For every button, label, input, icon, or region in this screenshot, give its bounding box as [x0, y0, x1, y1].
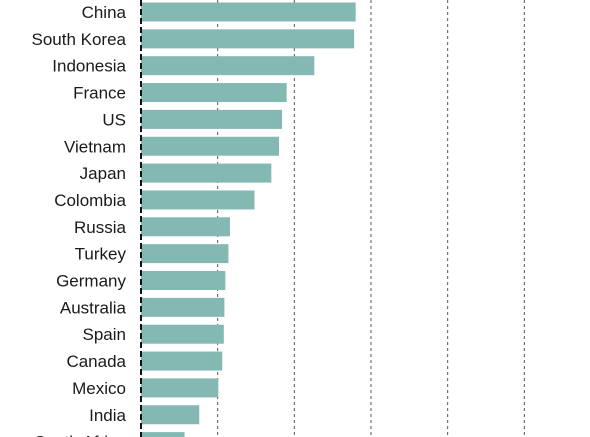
category-label: Vietnam [64, 137, 126, 156]
bar-russia [141, 217, 230, 237]
bar-south-korea [141, 29, 355, 49]
bar-france [141, 83, 287, 103]
category-label: Canada [66, 352, 126, 371]
bars [141, 2, 356, 437]
category-label: Mexico [72, 379, 126, 398]
category-label: India [89, 406, 126, 425]
category-label: Indonesia [52, 57, 126, 76]
bar-canada [141, 351, 223, 371]
bar-australia [141, 297, 225, 317]
bar-mexico [141, 378, 219, 398]
category-label: South Africa [34, 433, 126, 437]
bar-vietnam [141, 136, 279, 156]
category-labels: China South Korea Indonesia France US Vietnam… [31, 3, 126, 437]
category-label: France [73, 84, 126, 103]
bar-germany [141, 271, 226, 290]
category-label: Spain [83, 325, 126, 344]
bar-india [141, 405, 200, 425]
bar-spain [141, 324, 224, 344]
category-label: Turkey [75, 245, 127, 264]
category-label: China [82, 3, 127, 22]
category-label: Colombia [54, 191, 126, 210]
category-label: US [102, 110, 126, 129]
bar-turkey [141, 244, 229, 264]
bar-japan [141, 163, 272, 183]
category-label: Germany [56, 272, 126, 291]
bar-south-africa [141, 432, 185, 437]
bar-indonesia [141, 56, 315, 76]
bar-china [141, 2, 356, 22]
category-label: Australia [60, 298, 127, 317]
bar-us [141, 109, 283, 129]
category-label: South Korea [31, 30, 126, 49]
bar-colombia [141, 190, 255, 210]
category-label: Russia [74, 218, 127, 237]
category-label: Japan [80, 164, 126, 183]
